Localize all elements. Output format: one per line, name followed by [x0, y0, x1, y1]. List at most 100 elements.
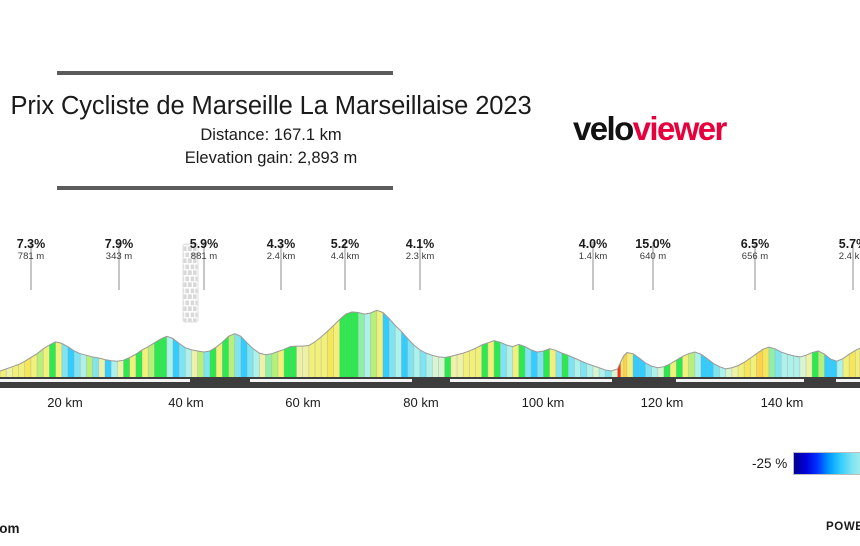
elevation-band: [426, 353, 433, 377]
x-axis-tick-label: 120 km: [640, 395, 684, 410]
elevation-band: [537, 350, 544, 377]
elevation-band: [302, 345, 309, 377]
elevation-band: [86, 355, 93, 377]
elevation-band: [228, 333, 235, 377]
title-rule-bottom: [57, 186, 393, 190]
elevation-band: [407, 338, 414, 377]
elevation-outline: [0, 309, 860, 372]
footer-site-label[interactable]: .com: [0, 521, 20, 536]
elevation-band: [812, 350, 819, 377]
elevation-band: [179, 343, 186, 377]
elevation-band: [104, 359, 112, 377]
title-rule-top: [57, 71, 393, 75]
elevation-band: [98, 358, 105, 377]
elevation-band: [61, 343, 68, 377]
elevation-band: [259, 353, 266, 377]
elevation-band: [450, 354, 458, 377]
elevation-band: [805, 352, 813, 377]
elevation-band: [111, 360, 118, 377]
elevation-band: [74, 350, 81, 377]
elevation-band: [818, 350, 825, 377]
elevation-band: [55, 341, 62, 377]
elevation-chart[interactable]: [0, 228, 860, 380]
elevation-band: [185, 347, 192, 377]
elevation-band: [123, 357, 130, 377]
elevation-band: [117, 360, 124, 377]
elevation-band: [172, 338, 180, 377]
elevation-band: [253, 348, 260, 377]
elevation-band: [568, 355, 575, 377]
elevation-band: [481, 342, 488, 377]
elevation-band: [849, 350, 856, 377]
elevation-band: [438, 356, 445, 377]
climb-length-value: 781 m: [17, 251, 45, 262]
elevation-band: [284, 346, 291, 377]
elevation-band: [494, 340, 501, 377]
elevation-band: [605, 369, 612, 377]
climb-length-value: 343 m: [105, 251, 133, 262]
elevation-band: [345, 311, 353, 377]
elevation-band: [750, 353, 757, 377]
climb-label: 4.3% 2.4 km: [267, 238, 296, 263]
climb-gradient-value: 5.7%: [838, 237, 860, 251]
climb-length-value: 2.4 km: [838, 251, 860, 262]
elevation-band: [713, 363, 720, 377]
elevation-band: [265, 353, 272, 377]
elevation-band: [12, 364, 19, 377]
elevation-band: [599, 367, 606, 377]
elevation-band: [617, 361, 621, 377]
elevation-band: [562, 353, 569, 377]
elevation-band: [389, 318, 396, 377]
elevation-band: [738, 362, 745, 377]
climb-length-value: 640 m: [639, 251, 667, 262]
climb-gradient-value: 15.0%: [635, 237, 671, 251]
elevation-band: [290, 346, 297, 377]
elevation-band: [469, 348, 476, 377]
elevation-band: [321, 331, 328, 377]
x-axis-tick-label: 140 km: [760, 395, 804, 410]
elevation-band: [67, 346, 75, 377]
climb-label: 7.3% 781 m: [17, 238, 46, 263]
elevation-band: [487, 340, 495, 377]
elevation-band: [688, 352, 695, 377]
elevation-band: [512, 344, 519, 377]
elevation-band: [676, 356, 683, 377]
elevation-band: [725, 367, 732, 377]
climb-gradient-value: 7.9%: [104, 237, 134, 251]
climb-gradient-value: 5.9%: [189, 237, 219, 251]
elevation-band: [333, 319, 340, 377]
climb-gradient-value: 4.3%: [266, 237, 296, 251]
elevation-band: [296, 346, 303, 377]
distance-strip[interactable]: [0, 377, 860, 388]
climb-length-value: 881 m: [190, 251, 218, 262]
cobblestone-sector-icon: [182, 243, 199, 323]
elevation-band: [444, 356, 451, 377]
elevation-band: [574, 358, 581, 377]
elevation-band: [623, 352, 627, 377]
elevation-band: [370, 310, 377, 377]
elevation-band: [626, 352, 634, 377]
elevation-band: [694, 352, 701, 377]
elevation-band: [160, 336, 167, 377]
elevation-band: [824, 354, 831, 377]
veloviewer-logo[interactable]: veloviewer: [573, 112, 727, 145]
elevation-band: [682, 353, 689, 377]
cobble-marker-group: [182, 243, 199, 323]
elevation-band-group: [0, 310, 860, 377]
elevation-band: [500, 342, 507, 377]
page-title: Prix Cycliste de Marseille La Marseillai…: [10, 92, 532, 120]
elevation-band: [92, 356, 99, 377]
elevation-band: [524, 346, 532, 377]
elevation-band: [463, 350, 470, 377]
elevation-band: [308, 341, 315, 377]
legend-min-label: -25 %: [752, 455, 788, 471]
elevation-band: [382, 312, 390, 377]
elevation-band: [457, 353, 464, 377]
elevation-band: [768, 347, 776, 377]
elevation-band: [843, 354, 850, 377]
elevation-band: [731, 365, 739, 377]
gradient-legend: -25 %: [752, 451, 860, 475]
elevation-band: [339, 314, 346, 377]
x-axis-tick-label: 60 km: [285, 395, 321, 410]
